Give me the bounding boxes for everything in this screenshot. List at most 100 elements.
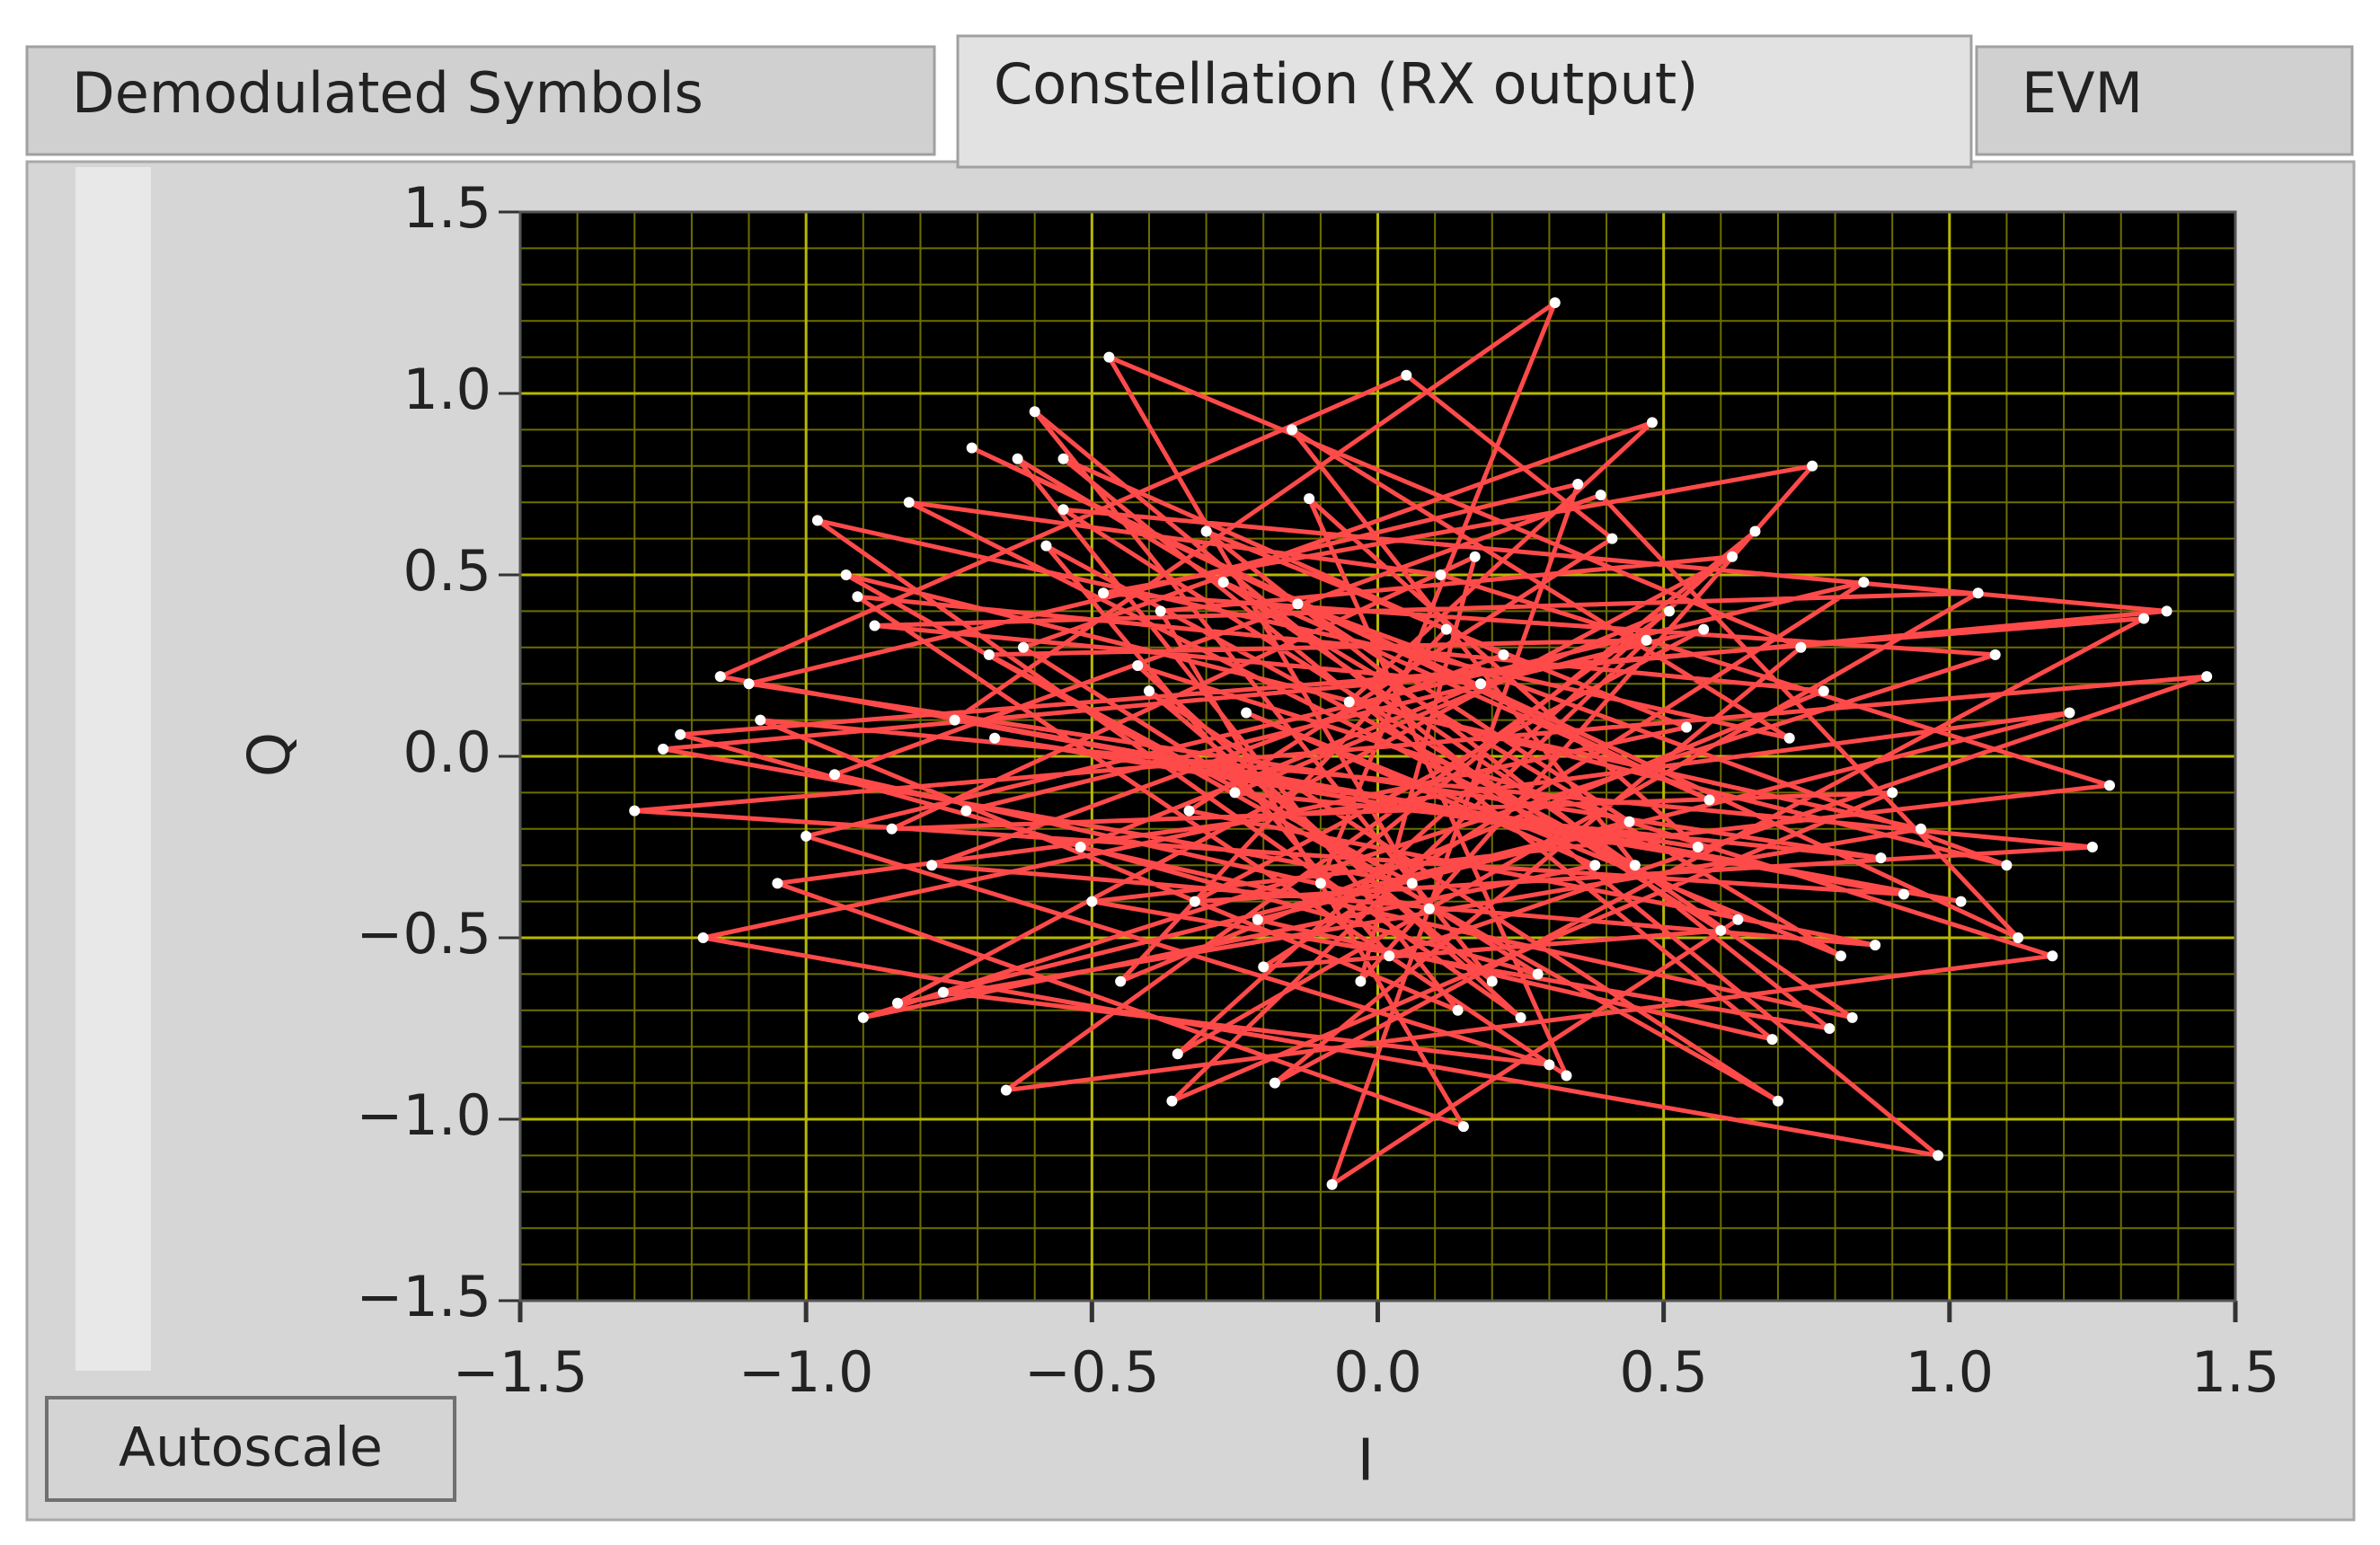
symbol-point	[1406, 878, 1418, 889]
symbol-point	[857, 1011, 869, 1023]
symbol-point	[2064, 707, 2075, 719]
symbol-point	[1229, 787, 1241, 799]
symbol-point	[1475, 678, 1487, 690]
x-tick-label: 1.5	[2191, 1339, 2280, 1405]
symbol-point	[1641, 634, 1652, 646]
symbol-point	[743, 678, 755, 690]
symbol-point	[949, 714, 960, 726]
symbol-point	[1183, 805, 1195, 817]
symbol-point	[1166, 1095, 1178, 1107]
symbol-point	[828, 769, 840, 781]
symbol-point	[1624, 816, 1635, 827]
y-tick-label: 0.5	[403, 538, 491, 604]
tab-label: Constellation (RX output)	[994, 51, 1698, 117]
symbol-point	[1732, 914, 1744, 925]
symbol-point	[2047, 950, 2058, 962]
symbol-point	[1698, 623, 1710, 635]
symbol-point	[1252, 914, 1263, 925]
symbol-point	[903, 497, 915, 508]
symbol-point	[1898, 888, 1909, 900]
x-axis-label: I	[1358, 1428, 1375, 1495]
symbol-point	[1401, 369, 1412, 381]
symbol-point	[1629, 860, 1641, 871]
symbol-point	[1269, 1077, 1280, 1089]
symbol-point	[714, 671, 726, 683]
symbol-point	[1040, 540, 1052, 552]
symbol-point	[1664, 605, 1676, 617]
symbol-point	[1727, 551, 1739, 562]
symbol-point	[1155, 605, 1166, 617]
symbol-point	[675, 728, 686, 740]
symbol-point	[1012, 453, 1023, 464]
symbol-point	[2161, 605, 2172, 617]
symbol-point	[840, 569, 852, 580]
y-tick-label: −0.5	[356, 901, 491, 967]
x-tick-label: −0.5	[1024, 1339, 1160, 1405]
symbol-point	[1766, 1034, 1778, 1046]
symbol-point	[1818, 685, 1829, 697]
symbol-point	[1200, 525, 1212, 537]
symbol-point	[1498, 649, 1509, 660]
symbol-point	[1103, 351, 1115, 363]
x-tick-label: −1.5	[453, 1339, 588, 1405]
tab-label: EVM	[2022, 60, 2143, 126]
symbol-point	[1241, 707, 1252, 719]
symbol-point	[1217, 577, 1229, 588]
symbol-point	[1440, 623, 1452, 635]
symbol-point	[1692, 842, 1703, 852]
symbol-point	[697, 932, 709, 943]
symbol-point	[1343, 696, 1355, 708]
symbol-point	[1017, 641, 1029, 653]
tab[interactable]	[25, 45, 936, 156]
symbol-point	[2104, 780, 2116, 791]
symbol-point	[1423, 903, 1435, 914]
symbol-point	[1972, 587, 1984, 599]
symbol-point	[1824, 1023, 1836, 1034]
symbol-point	[1870, 940, 1881, 951]
symbol-point	[2086, 842, 2098, 852]
symbol-point	[1715, 924, 1727, 936]
symbol-point	[1189, 896, 1200, 907]
symbol-point	[966, 442, 978, 454]
x-tick-label: 0.0	[1333, 1339, 1422, 1405]
symbol-point	[1314, 878, 1326, 889]
symbol-point	[1544, 1059, 1555, 1071]
symbol-point	[658, 743, 669, 755]
symbol-point	[1457, 1121, 1469, 1133]
y-tick-label: 1.0	[403, 357, 491, 422]
symbol-point	[1772, 1095, 1783, 1107]
symbol-point	[2201, 671, 2213, 683]
symbol-point	[629, 805, 641, 817]
symbol-point	[1783, 732, 1795, 744]
series	[629, 297, 2213, 1190]
symbol-point	[1143, 685, 1155, 697]
symbol-point	[1452, 1004, 1464, 1016]
symbol-point	[1304, 493, 1315, 505]
symbol-point	[937, 986, 949, 998]
symbol-point	[852, 591, 863, 603]
button-label: Autoscale	[119, 1417, 383, 1479]
symbol-point	[1561, 1070, 1572, 1082]
symbol-point	[1029, 406, 1040, 418]
symbol-point	[1287, 424, 1298, 436]
symbol-point	[1807, 460, 1818, 472]
trace-line	[632, 300, 2209, 1187]
symbol-point	[1875, 852, 1887, 864]
tab-active[interactable]	[956, 34, 1973, 169]
autoscale-button[interactable]	[45, 1396, 456, 1502]
symbol-point	[1098, 587, 1110, 599]
symbol-point	[1703, 794, 1715, 806]
x-tick-label: −1.0	[739, 1339, 874, 1405]
symbol-point	[1933, 1150, 1944, 1161]
y-axis-label: Q	[237, 732, 304, 777]
symbol-point	[1989, 649, 2001, 660]
symbol-point	[1292, 598, 1304, 610]
symbol-point	[1435, 569, 1447, 580]
symbol-point	[1589, 860, 1601, 871]
symbol-point	[1681, 721, 1693, 733]
symbol-point	[983, 649, 995, 660]
y-tick-label: 1.5	[403, 175, 491, 241]
tab[interactable]	[1975, 45, 2354, 156]
symbol-point	[989, 732, 1001, 744]
